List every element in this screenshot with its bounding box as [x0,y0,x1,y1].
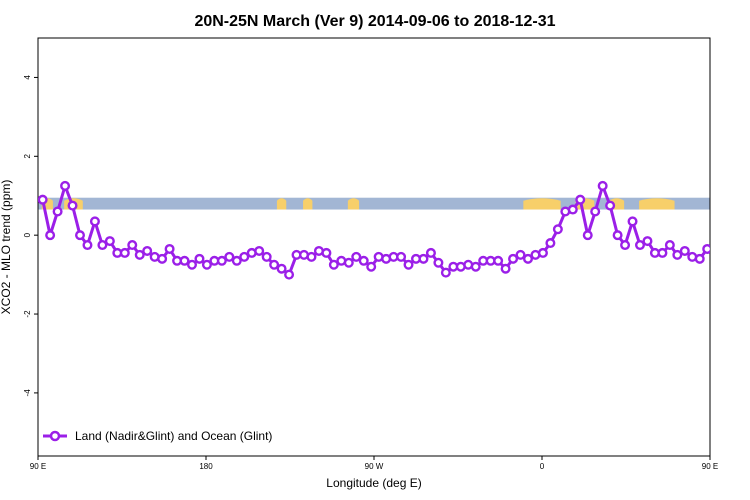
data-point [664,240,675,251]
data-point [567,204,578,215]
data-point [52,206,63,217]
y-tick-label: 2 [23,154,32,159]
data-point [276,263,287,274]
data-point [552,224,563,235]
x-tick-label: 90 E [702,462,718,471]
data-point [612,230,623,241]
data-point [89,216,100,227]
legend-marker-swatch [49,430,61,442]
data-point [470,261,481,272]
data-point [179,255,190,266]
data-point [67,200,78,211]
legend: Land (Nadir&Glint) and Ocean (Glint) [43,429,272,443]
series-layer [38,180,710,280]
data-point [657,247,668,258]
data-point [216,255,227,266]
land-patch [276,198,287,210]
data-point [702,243,710,254]
data-point [134,249,145,260]
data-point [679,245,690,256]
data-point [284,269,295,280]
land-patch [523,198,561,210]
data-point [590,206,601,217]
y-tick-label: -2 [23,310,32,318]
data-point [254,245,265,256]
data-point [597,180,608,191]
data-point [164,243,175,254]
data-point [493,255,504,266]
x-tick-label: 0 [540,462,545,471]
land-patch [303,198,313,210]
data-point [231,255,242,266]
y-tick-label: 4 [23,75,32,80]
data-point [38,194,48,205]
data-point [239,251,250,262]
y-axis-label: XCO2 - MLO trend (ppm) [0,180,13,315]
data-point [97,240,108,251]
legend-label: Land (Nadir&Glint) and Ocean (Glint) [75,429,272,443]
data-point [328,259,339,270]
data-point [142,245,153,256]
data-point [537,247,548,258]
land-patch [347,198,360,210]
y-tick-label: -4 [23,389,32,397]
x-axis-label: Longitude (deg E) [326,476,421,490]
data-point [396,251,407,262]
data-point [508,253,519,264]
data-point [440,267,451,278]
data-point [694,253,705,264]
data-point [575,194,586,205]
x-tick-label: 90 W [365,462,384,471]
data-point [523,253,534,264]
data-point [269,259,280,270]
data-point [343,257,354,268]
data-point [224,251,235,262]
data-point [635,240,646,251]
data-point [620,240,631,251]
data-point [403,259,414,270]
data-point [418,253,429,264]
data-point [433,257,444,268]
land-ocean-band [38,197,710,210]
data-point [515,249,526,260]
land-patch [639,198,675,210]
data-point [119,247,130,258]
data-point [605,200,616,211]
y-tick-label: 0 [23,232,32,237]
x-axis: 90 E 180 90 W 0 90 E [30,456,718,471]
data-point [642,236,653,247]
data-point [74,230,85,241]
x-tick-label: 90 E [30,462,46,471]
data-point [194,253,205,264]
data-point [358,255,369,266]
data-point [366,261,377,272]
y-axis: 4 2 0 -2 -4 [23,75,38,397]
data-point [306,251,317,262]
data-point [500,263,511,274]
data-point [157,253,168,264]
x-tick-label: 180 [199,462,213,471]
ocean-band [38,197,710,210]
data-point [104,236,115,247]
data-point [261,251,272,262]
data-point [425,247,436,258]
data-point [127,240,138,251]
data-point [582,230,593,241]
data-point [672,249,683,260]
data-point [60,180,71,191]
data-point [186,259,197,270]
data-point [627,216,638,227]
data-point [201,259,212,270]
chart-title: 20N-25N March (Ver 9) 2014-09-06 to 2018… [194,13,555,30]
data-point [545,238,556,249]
data-point [82,240,93,251]
data-point [45,230,56,241]
data-point [321,247,332,258]
data-point [351,251,362,262]
